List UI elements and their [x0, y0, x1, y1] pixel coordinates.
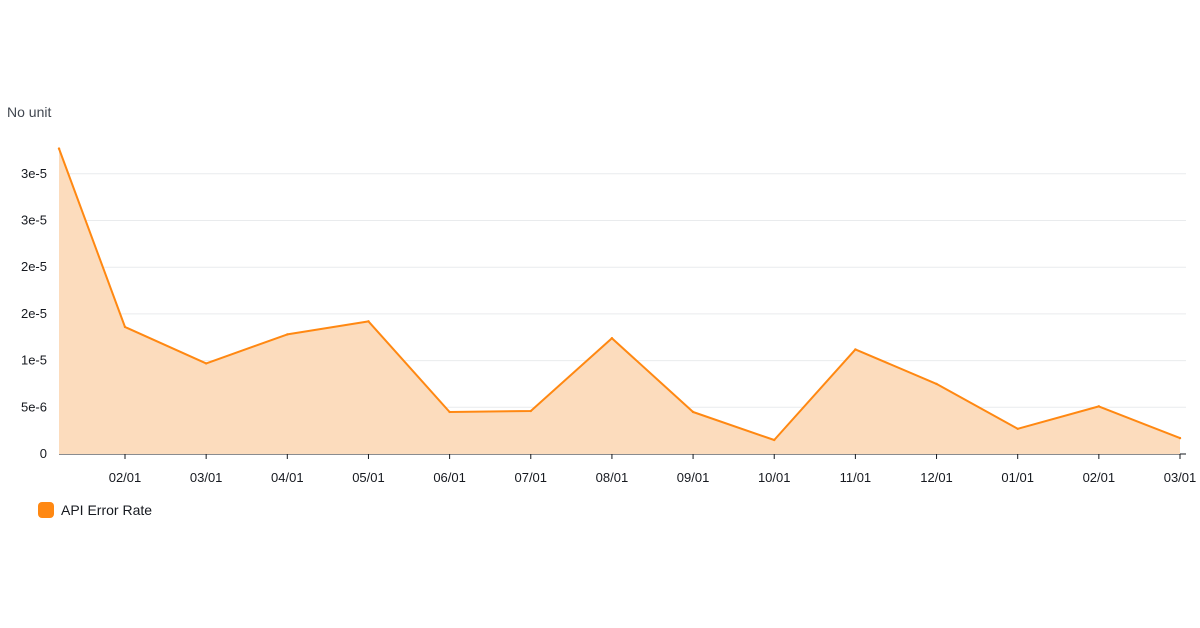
- x-tick-label: 08/01: [596, 470, 629, 485]
- x-tick-label: 02/01: [1083, 470, 1116, 485]
- legend-label: API Error Rate: [61, 502, 153, 518]
- api-error-rate-chart: No unit 05e-61e-52e-52e-53e-53e-5 02/01 0…: [7, 104, 1197, 485]
- x-tick-label: 03/01: [1164, 470, 1197, 485]
- data-point: [773, 438, 776, 442]
- data-point: [204, 362, 208, 365]
- data-point: [1016, 427, 1019, 430]
- y-axis-unit-label: No unit: [7, 104, 51, 120]
- data-point: [367, 320, 370, 323]
- data-point: [529, 409, 532, 413]
- data-point: [57, 147, 61, 150]
- x-tick-label: 04/01: [271, 470, 304, 485]
- x-tick-label: 03/01: [190, 470, 223, 485]
- data-point: [1097, 405, 1101, 408]
- x-tick-label: 02/01: [109, 470, 142, 485]
- y-tick-label: 5e-6: [21, 399, 47, 414]
- data-point: [854, 348, 857, 351]
- y-tick-label: 1e-5: [21, 353, 47, 368]
- x-tick-label: 07/01: [514, 470, 547, 485]
- x-tick-label: 11/01: [840, 470, 872, 485]
- x-tick-label: 05/01: [352, 470, 385, 485]
- data-point: [691, 410, 695, 414]
- y-tick-label: 2e-5: [21, 259, 47, 274]
- data-point: [610, 336, 614, 340]
- y-tick-label: 3e-5: [21, 166, 47, 181]
- y-tick-label: 3e-5: [21, 213, 47, 228]
- x-tick-label: 06/01: [433, 470, 466, 485]
- series-layer: [57, 147, 1182, 454]
- legend[interactable]: API Error Rate: [38, 502, 152, 518]
- x-tick-label: 12/01: [920, 470, 953, 485]
- data-point: [286, 333, 289, 336]
- legend-swatch-icon: [38, 502, 54, 518]
- x-tick-label: 10/01: [758, 470, 791, 485]
- x-tick-label: 09/01: [677, 470, 710, 485]
- y-tick-label: 2e-5: [21, 306, 47, 321]
- y-axis-ticks: 0 5e-6 1e-5 2e-5 2e-5 3e-5 3e-5: [21, 166, 47, 461]
- data-point: [935, 382, 938, 386]
- x-tick-label: 01/01: [1001, 470, 1034, 485]
- data-point: [448, 410, 451, 414]
- data-point: [1178, 436, 1182, 440]
- y-tick-label: 0: [40, 446, 47, 461]
- x-axis-ticks: 02/01 03/01 04/01 05/01 06/01 07/01 08/01 09/01…: [109, 454, 1197, 485]
- series-area: [59, 148, 1180, 454]
- data-point: [123, 325, 127, 329]
